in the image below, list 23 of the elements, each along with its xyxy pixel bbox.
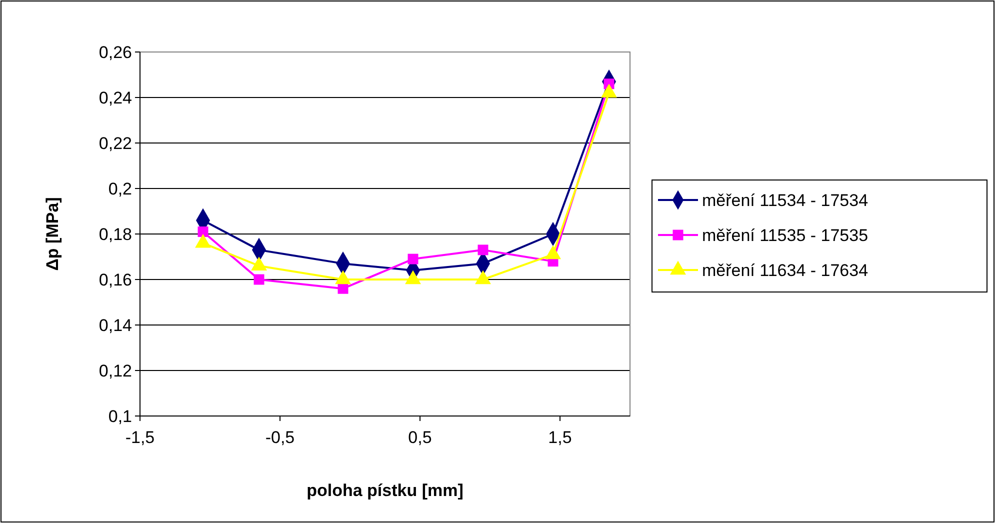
- point: [198, 226, 208, 237]
- point: [478, 244, 488, 256]
- y-tick-label: 0,16: [98, 270, 132, 290]
- y-tick-label: 0,26: [98, 42, 132, 62]
- y-tick-label: 0,24: [98, 88, 132, 108]
- legend-label: měření 11535 - 17535: [702, 226, 868, 245]
- x-tick-label: 0,5: [408, 428, 432, 447]
- point: [338, 283, 348, 294]
- y-tick-label: 0,22: [98, 134, 132, 153]
- point: [408, 254, 418, 264]
- x-tick-label: -1,5: [125, 428, 155, 447]
- y-tick-label: 0,18: [98, 224, 132, 244]
- legend-label: měření 11534 - 17534: [702, 190, 868, 210]
- y-tick-label: 0,14: [98, 316, 132, 335]
- x-tick-label: -0,5: [265, 428, 295, 447]
- point: [254, 274, 264, 285]
- y-tick-label: 0,12: [98, 361, 132, 380]
- y-tick-label: 0,2: [108, 179, 132, 198]
- x-axis-title: poloha pístku [mm]: [306, 481, 464, 500]
- y-axis-title: Δp [MPa]: [43, 197, 62, 271]
- y-tick-label: 0,1: [108, 406, 132, 426]
- x-tick-label: 1,5: [548, 428, 572, 447]
- legend-label: měření 11634 - 17634: [702, 260, 868, 280]
